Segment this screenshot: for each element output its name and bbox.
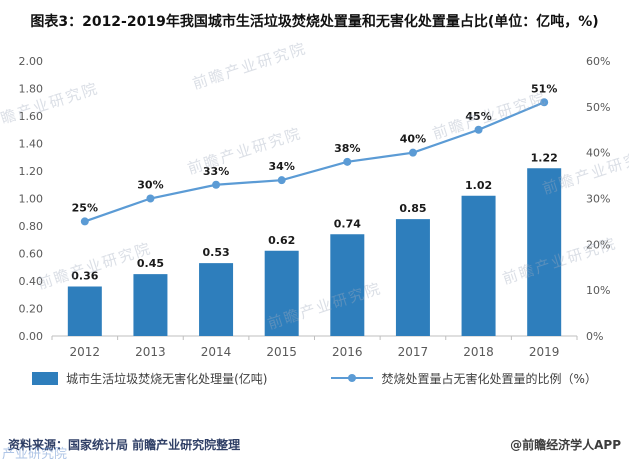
legend-item-bar: 城市生活垃圾焚烧无害化处理量(亿吨) bbox=[32, 370, 267, 387]
svg-text:2015: 2015 bbox=[266, 345, 297, 359]
svg-text:38%: 38% bbox=[334, 142, 360, 155]
svg-text:33%: 33% bbox=[203, 164, 229, 177]
svg-text:0.36: 0.36 bbox=[71, 269, 98, 282]
svg-text:10%: 10% bbox=[586, 284, 610, 297]
svg-text:0.74: 0.74 bbox=[334, 217, 361, 230]
svg-text:1.20: 1.20 bbox=[19, 165, 44, 178]
chart-title: 图表3：2012-2019年我国城市生活垃圾焚烧处置量和无害化处置量占比(单位：… bbox=[30, 14, 599, 30]
svg-text:1.40: 1.40 bbox=[19, 137, 44, 150]
svg-text:0.00: 0.00 bbox=[19, 330, 44, 343]
legend-line-label: 焚烧处置量占无害化处置量的比例（%） bbox=[381, 371, 597, 386]
svg-text:0.80: 0.80 bbox=[19, 220, 44, 233]
svg-text:34%: 34% bbox=[269, 160, 295, 173]
svg-text:20%: 20% bbox=[586, 238, 610, 251]
svg-text:2016: 2016 bbox=[332, 345, 363, 359]
source-text: 资料来源：国家统计局 前瞻产业研究院整理 bbox=[8, 438, 241, 452]
svg-text:0.62: 0.62 bbox=[268, 233, 295, 246]
svg-text:2017: 2017 bbox=[398, 345, 429, 359]
svg-text:2019: 2019 bbox=[529, 345, 560, 359]
svg-text:45%: 45% bbox=[465, 109, 491, 122]
svg-text:1.02: 1.02 bbox=[465, 178, 492, 191]
svg-text:2018: 2018 bbox=[463, 345, 494, 359]
svg-text:40%: 40% bbox=[400, 132, 426, 145]
svg-text:50%: 50% bbox=[586, 101, 610, 114]
svg-text:30%: 30% bbox=[586, 192, 610, 205]
combo-chart-svg: 0.00 0.20 0.40 0.60 0.80 1.00 1.20 1.40 1.60 1.80… bbox=[19, 55, 611, 359]
svg-text:51%: 51% bbox=[531, 82, 557, 95]
svg-text:1.22: 1.22 bbox=[531, 151, 558, 164]
svg-text:0.20: 0.20 bbox=[19, 302, 44, 315]
svg-text:0.40: 0.40 bbox=[19, 275, 44, 288]
legend-bar-label: 城市生活垃圾焚烧无害化处理量(亿吨) bbox=[66, 371, 268, 386]
svg-text:2012: 2012 bbox=[70, 345, 101, 359]
svg-text:2014: 2014 bbox=[201, 345, 232, 359]
svg-text:0.60: 0.60 bbox=[19, 247, 44, 260]
svg-text:1.60: 1.60 bbox=[19, 110, 44, 123]
credit-text: @前瞻经济学人APP bbox=[510, 438, 621, 452]
svg-text:1.80: 1.80 bbox=[19, 82, 44, 95]
svg-text:60%: 60% bbox=[586, 55, 610, 68]
svg-text:0.53: 0.53 bbox=[202, 246, 229, 259]
svg-text:25%: 25% bbox=[72, 201, 98, 214]
svg-text:0.85: 0.85 bbox=[399, 202, 426, 215]
svg-text:1.00: 1.00 bbox=[19, 192, 44, 205]
svg-text:30%: 30% bbox=[137, 178, 163, 191]
chart-legend: 城市生活垃圾焚烧无害化处理量(亿吨) 焚烧处置量占无害化处置量的比例（%） bbox=[0, 370, 629, 387]
chart-footer: 资料来源：国家统计局 前瞻产业研究院整理 @前瞻经济学人APP bbox=[0, 436, 629, 453]
svg-text:40%: 40% bbox=[586, 146, 610, 159]
legend-item-line: 焚烧处置量占无害化处置量的比例（%） bbox=[331, 370, 597, 387]
bar-series-swatch-icon bbox=[32, 371, 59, 385]
svg-text:2013: 2013 bbox=[135, 345, 166, 359]
line-series-marker-icon bbox=[331, 374, 374, 383]
svg-text:0.45: 0.45 bbox=[137, 257, 164, 270]
chart-area: 0.00 0.20 0.40 0.60 0.80 1.00 1.20 1.40 1.60 1.80… bbox=[0, 36, 629, 368]
svg-text:2.00: 2.00 bbox=[19, 55, 44, 68]
svg-text:0%: 0% bbox=[586, 330, 603, 343]
